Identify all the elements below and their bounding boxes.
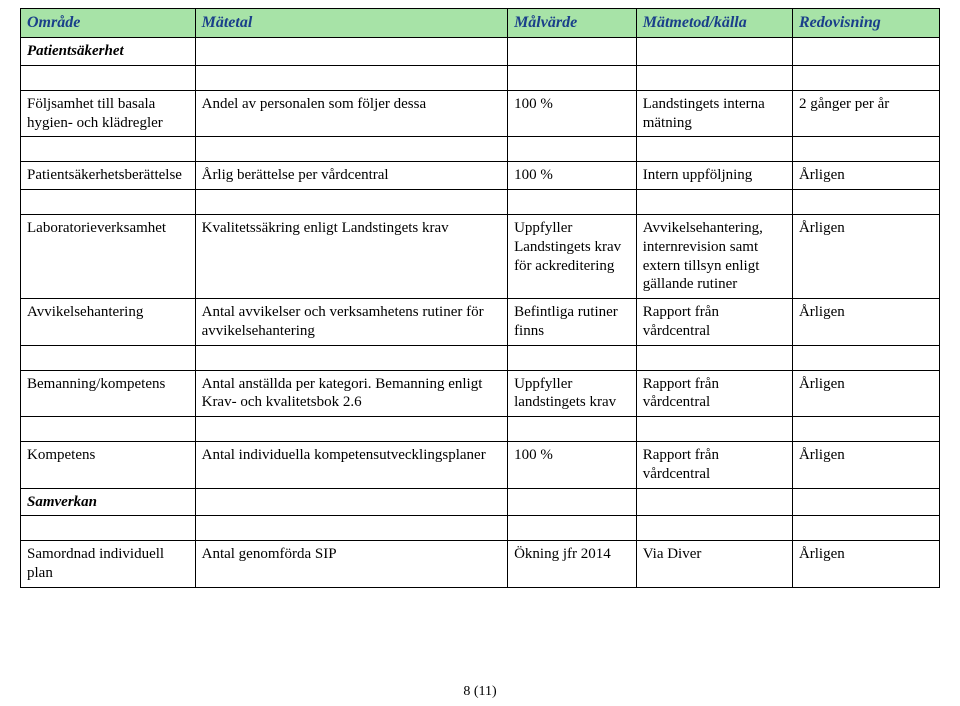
cell-malvarde: Uppfyller Landstingets krav för ackredit… xyxy=(508,215,637,299)
cell-matmetod: Rapport från vårdcentral xyxy=(636,442,792,489)
cell-redov: Årligen xyxy=(792,299,939,346)
spacer-row xyxy=(21,190,940,215)
cell-matmetod: Rapport från vårdcentral xyxy=(636,299,792,346)
table-row: Laboratorieverksamhet Kvalitetssäkring e… xyxy=(21,215,940,299)
cell-malvarde: Befintliga rutiner finns xyxy=(508,299,637,346)
cell-matmetod: Rapport från vårdcentral xyxy=(636,370,792,417)
cell-matetal: Antal individuella kompetensutvecklingsp… xyxy=(195,442,507,489)
data-table: Område Mätetal Målvärde Mätmetod/källa R… xyxy=(20,8,940,588)
table-header-row: Område Mätetal Målvärde Mätmetod/källa R… xyxy=(21,9,940,38)
col-header-malvarde: Målvärde xyxy=(508,9,637,38)
empty-cell xyxy=(195,488,507,516)
cell-matmetod: Landstingets interna mätning xyxy=(636,90,792,137)
table-row: Avvikelsehantering Antal avvikelser och … xyxy=(21,299,940,346)
spacer-row xyxy=(21,345,940,370)
cell-matetal: Kvalitetssäkring enligt Landstingets kra… xyxy=(195,215,507,299)
cell-matetal: Årlig berättelse per vårdcentral xyxy=(195,162,507,190)
cell-matetal: Antal genomförda SIP xyxy=(195,541,507,588)
cell-matmetod: Intern uppföljning xyxy=(636,162,792,190)
cell-matmetod: Via Diver xyxy=(636,541,792,588)
cell-matetal: Andel av personalen som följer dessa xyxy=(195,90,507,137)
cell-omrade: Samordnad individuell plan xyxy=(21,541,196,588)
cell-omrade: Patientsäkerhetsberättelse xyxy=(21,162,196,190)
cell-malvarde: 100 % xyxy=(508,90,637,137)
cell-malvarde: 100 % xyxy=(508,162,637,190)
page: Område Mätetal Målvärde Mätmetod/källa R… xyxy=(0,0,960,706)
cell-matetal: Antal anställda per kategori. Bemanning … xyxy=(195,370,507,417)
cell-redov: Årligen xyxy=(792,541,939,588)
spacer-row xyxy=(21,516,940,541)
spacer-row xyxy=(21,65,940,90)
table-row: Kompetens Antal individuella kompetensut… xyxy=(21,442,940,489)
cell-omrade: Följsamhet till basala hygien- och klädr… xyxy=(21,90,196,137)
col-header-redov: Redovisning xyxy=(792,9,939,38)
cell-omrade: Bemanning/kompetens xyxy=(21,370,196,417)
cell-redov: Årligen xyxy=(792,442,939,489)
table-row: Samordnad individuell plan Antal genomfö… xyxy=(21,541,940,588)
col-header-matmetod: Mätmetod/källa xyxy=(636,9,792,38)
cell-redov: Årligen xyxy=(792,370,939,417)
cell-matmetod: Avvikelsehantering, internrevision samt … xyxy=(636,215,792,299)
cell-redov: 2 gånger per år xyxy=(792,90,939,137)
empty-cell xyxy=(792,38,939,66)
table-row: Patientsäkerhetsberättelse Årlig berätte… xyxy=(21,162,940,190)
spacer-row xyxy=(21,417,940,442)
empty-cell xyxy=(636,488,792,516)
empty-cell xyxy=(792,488,939,516)
section-label: Patientsäkerhet xyxy=(21,38,196,66)
section-label: Samverkan xyxy=(21,488,196,516)
cell-redov: Årligen xyxy=(792,215,939,299)
empty-cell xyxy=(508,488,637,516)
cell-malvarde: Ökning jfr 2014 xyxy=(508,541,637,588)
cell-omrade: Kompetens xyxy=(21,442,196,489)
cell-malvarde: 100 % xyxy=(508,442,637,489)
section-row-samverkan: Samverkan xyxy=(21,488,940,516)
cell-omrade: Laboratorieverksamhet xyxy=(21,215,196,299)
col-header-omrade: Område xyxy=(21,9,196,38)
section-row-patientsakerhet: Patientsäkerhet xyxy=(21,38,940,66)
empty-cell xyxy=(508,38,637,66)
cell-malvarde: Uppfyller landstingets krav xyxy=(508,370,637,417)
cell-redov: Årligen xyxy=(792,162,939,190)
cell-matetal: Antal avvikelser och verksamhetens rutin… xyxy=(195,299,507,346)
spacer-row xyxy=(21,137,940,162)
cell-omrade: Avvikelsehantering xyxy=(21,299,196,346)
col-header-matetal: Mätetal xyxy=(195,9,507,38)
empty-cell xyxy=(636,38,792,66)
empty-cell xyxy=(195,38,507,66)
table-row: Bemanning/kompetens Antal anställda per … xyxy=(21,370,940,417)
table-row: Följsamhet till basala hygien- och klädr… xyxy=(21,90,940,137)
page-number: 8 (11) xyxy=(20,684,940,700)
